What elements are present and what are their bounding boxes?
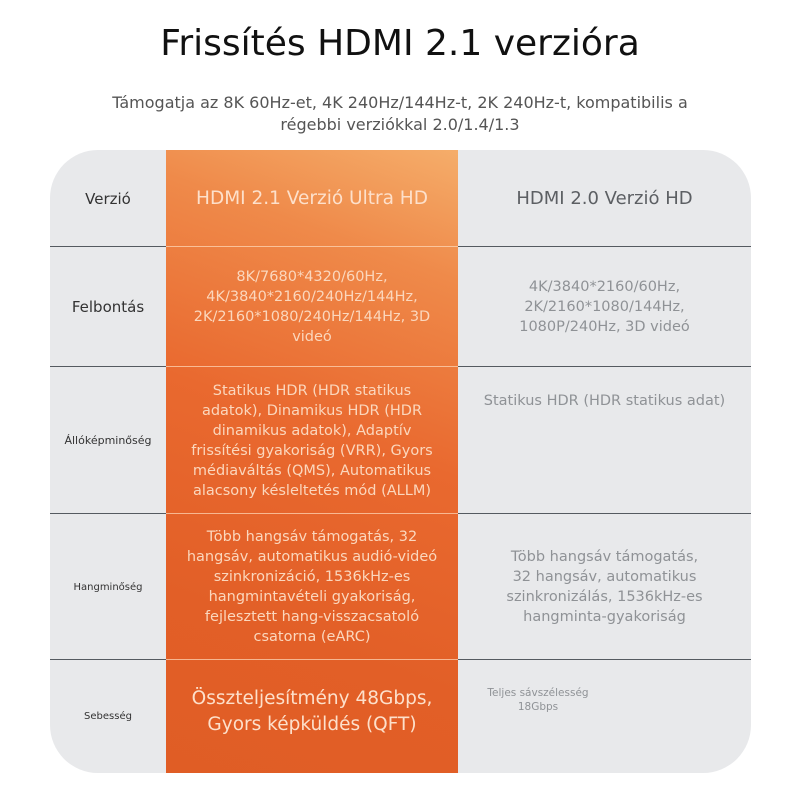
hdmi20-version: HDMI 2.0 Verzió HD — [516, 187, 693, 209]
row-divider — [50, 659, 166, 660]
row-divider — [166, 513, 458, 514]
page-title: Frissítés HDMI 2.1 verzióra — [160, 23, 640, 64]
table-row-sound-quality: Hangminőség Több hangsáv támogatás, 32 h… — [50, 514, 751, 660]
row-label-image-quality: Állóképminőség — [64, 434, 152, 447]
comparison-table: Verzió HDMI 2.1 Verzió Ultra HD HDMI 2.0… — [50, 150, 751, 773]
row-divider — [50, 366, 166, 367]
hdmi21-resolution: 8K/7680*4320/60Hz, 4K/3840*2160/240Hz/14… — [193, 269, 431, 345]
hdmi20-speed: Teljes sávszélesség 18Gbps — [487, 687, 589, 713]
hdmi20-resolution: 4K/3840*2160/60Hz, 2K/2160*1080/144Hz, 1… — [519, 279, 690, 335]
row-label-sound-quality: Hangminőség — [73, 581, 143, 593]
row-label-speed: Sebesség — [84, 711, 132, 722]
hdmi20-speed-cell: Teljes sávszélesség 18Gbps — [458, 660, 751, 773]
row-divider — [50, 513, 166, 514]
hdmi20-image-quality: Statikus HDR (HDR statikus adat) — [483, 393, 726, 409]
row-divider — [166, 659, 458, 660]
hdmi21-speed: Összteljesítmény 48Gbps, Gyors képküldés… — [191, 688, 433, 735]
row-divider — [166, 366, 458, 367]
row-divider — [458, 513, 751, 514]
row-divider — [458, 246, 751, 247]
table-row-resolution: Felbontás 8K/7680*4320/60Hz, 4K/3840*216… — [50, 247, 751, 367]
row-label-version: Verzió — [85, 189, 131, 208]
row-divider — [458, 659, 751, 660]
hdmi21-sound-quality: Több hangsáv támogatás, 32 hangsáv, auto… — [186, 529, 438, 645]
hdmi21-version: HDMI 2.1 Verzió Ultra HD — [196, 187, 428, 209]
hdmi20-sound-quality: Több hangsáv támogatás, 32 hangsáv, auto… — [506, 549, 703, 625]
hdmi21-image-quality: Statikus HDR (HDR statikus adatok), Dina… — [191, 382, 433, 499]
page-subtitle: Támogatja az 8K 60Hz-et, 4K 240Hz/144Hz-… — [112, 93, 688, 134]
table-row-image-quality: Állóképminőség Statikus HDR (HDR statiku… — [50, 367, 751, 514]
row-divider — [166, 246, 458, 247]
table-row-speed: Sebesség Összteljesítmény 48Gbps, Gyors … — [50, 660, 751, 773]
hdmi21-highlight-column — [166, 150, 458, 773]
row-divider — [458, 366, 751, 367]
row-divider — [50, 246, 166, 247]
row-label-resolution: Felbontás — [71, 298, 145, 316]
table-row-version: Verzió HDMI 2.1 Verzió Ultra HD HDMI 2.0… — [50, 150, 751, 247]
